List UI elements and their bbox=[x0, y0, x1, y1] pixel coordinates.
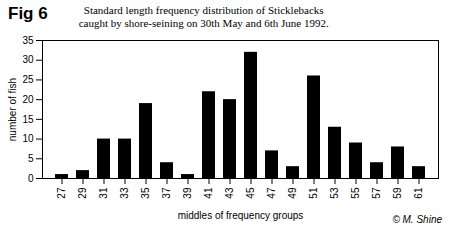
svg-text:43: 43 bbox=[224, 187, 235, 199]
svg-text:25: 25 bbox=[22, 74, 34, 85]
svg-text:31: 31 bbox=[98, 187, 109, 199]
svg-text:57: 57 bbox=[371, 187, 382, 199]
svg-text:41: 41 bbox=[203, 187, 214, 199]
html-text:© M. Shine: © M. Shine bbox=[392, 214, 442, 225]
svg-text:10: 10 bbox=[22, 133, 34, 144]
svg-text:47: 47 bbox=[266, 187, 277, 199]
svg-text:49: 49 bbox=[287, 187, 298, 199]
svg-text:29: 29 bbox=[77, 187, 88, 199]
svg-text:37: 37 bbox=[161, 187, 172, 199]
html-text:Standard length frequency dist: Standard length frequency distribution o… bbox=[78, 4, 329, 29]
svg-text:20: 20 bbox=[22, 94, 34, 105]
svg-text:61: 61 bbox=[413, 187, 424, 199]
svg-text:27: 27 bbox=[56, 187, 67, 199]
svg-text:15: 15 bbox=[22, 114, 34, 125]
svg-text:number of fish: number of fish bbox=[7, 78, 18, 141]
svg-text:0: 0 bbox=[28, 173, 34, 184]
svg-text:5: 5 bbox=[28, 153, 34, 164]
svg-text:33: 33 bbox=[119, 187, 130, 199]
svg-text:59: 59 bbox=[392, 187, 403, 199]
svg-text:55: 55 bbox=[350, 187, 361, 199]
svg-text:middles of frequency groups: middles of frequency groups bbox=[178, 210, 304, 221]
svg-text:45: 45 bbox=[245, 187, 256, 199]
svg-text:53: 53 bbox=[329, 187, 340, 199]
svg-text:35: 35 bbox=[140, 187, 151, 199]
svg-text:30: 30 bbox=[22, 54, 34, 65]
html-text:Fig 6: Fig 6 bbox=[8, 4, 48, 23]
svg-text:39: 39 bbox=[182, 187, 193, 199]
svg-text:35: 35 bbox=[22, 35, 34, 46]
svg-text:51: 51 bbox=[308, 187, 319, 199]
